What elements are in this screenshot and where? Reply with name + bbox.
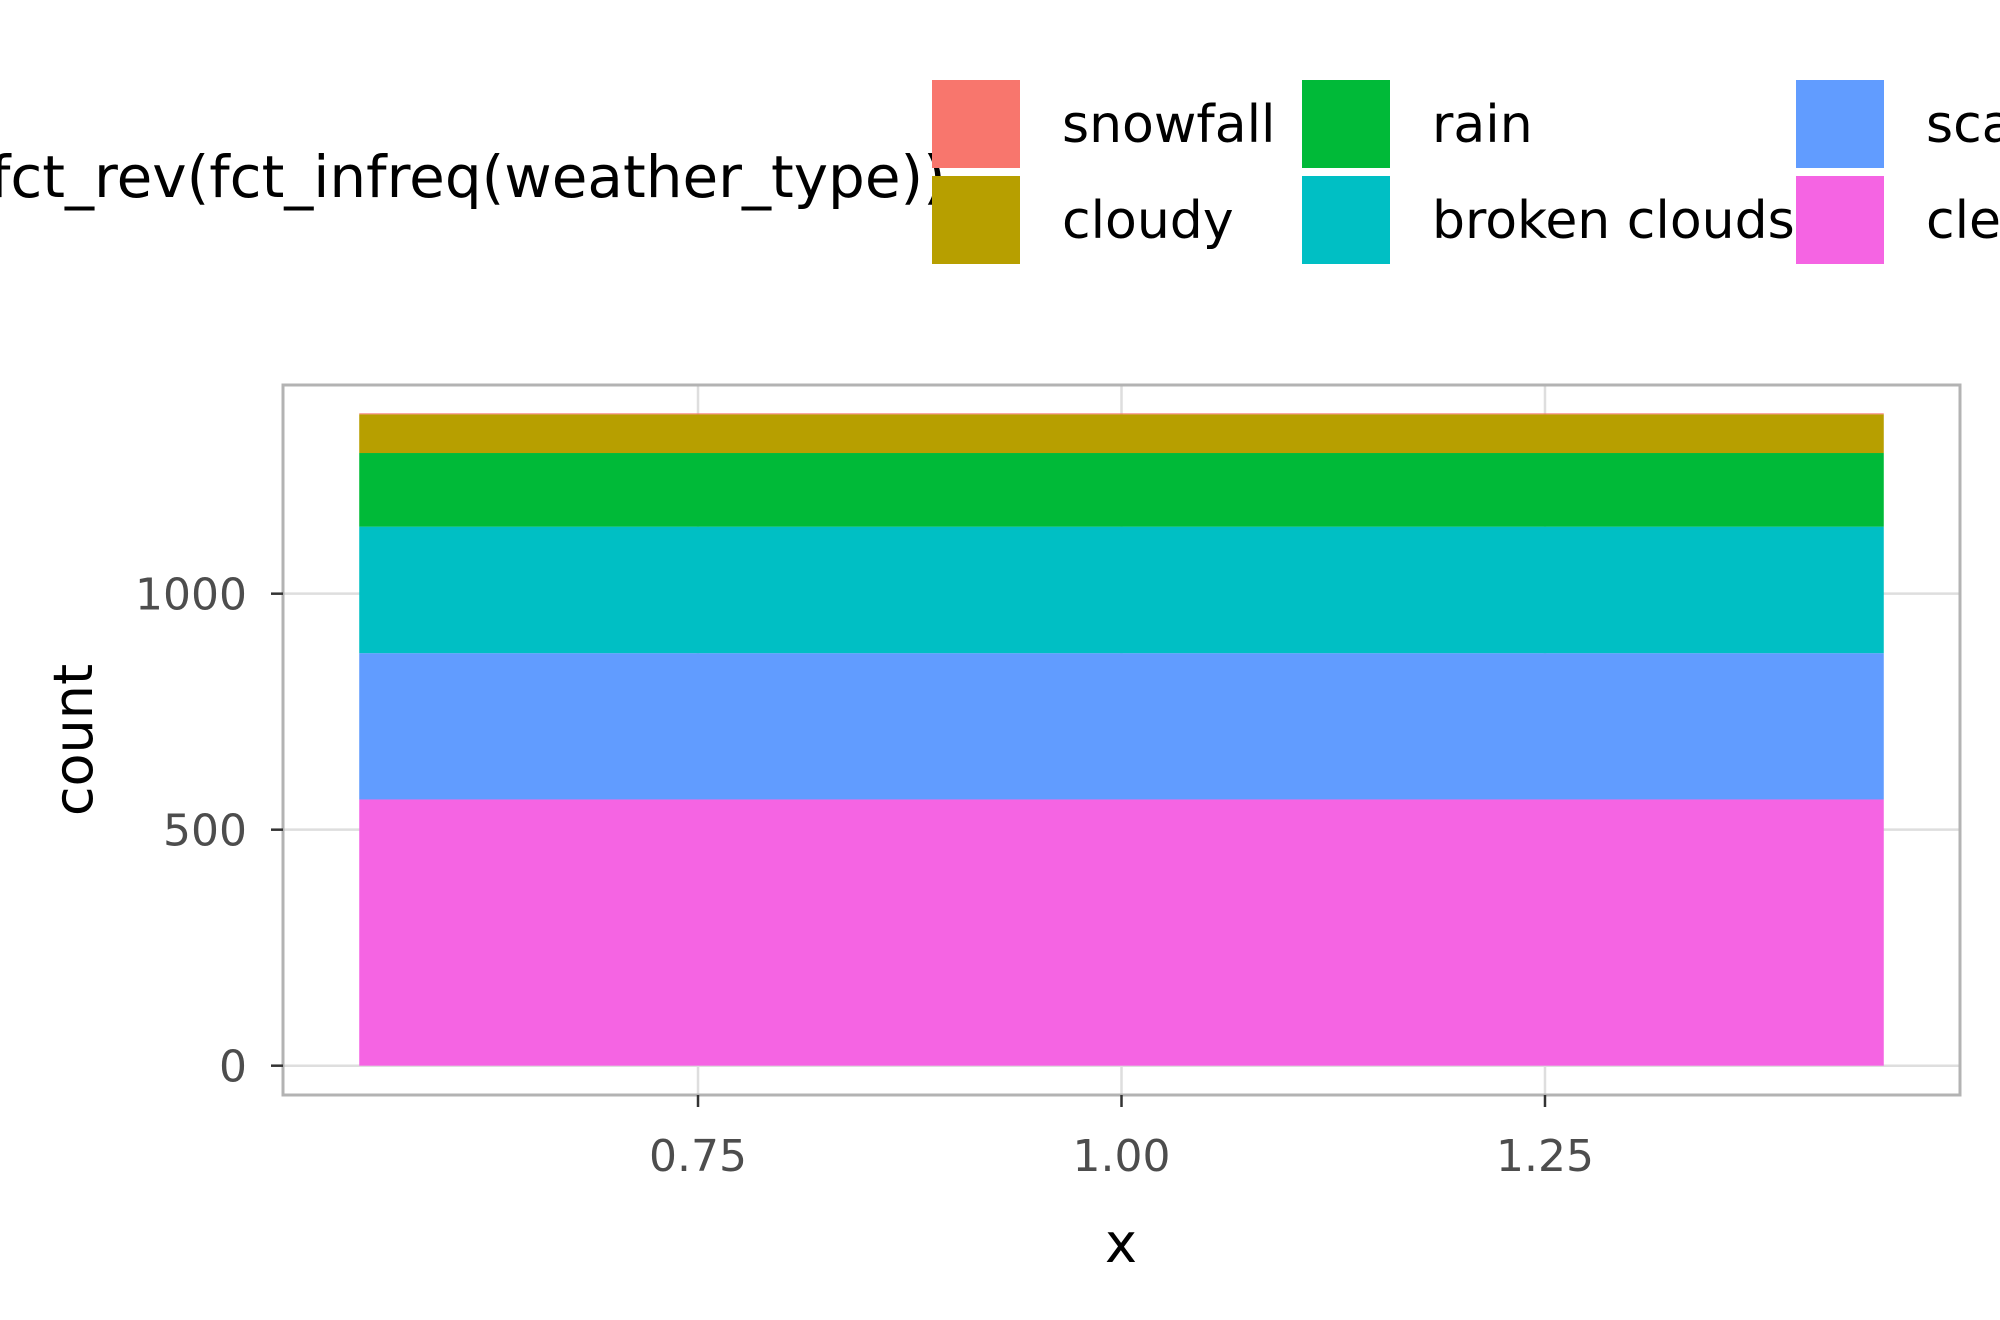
legend-title: fct_rev(fct_infreq(weather_type)) bbox=[0, 143, 946, 211]
bar-segment-snowfall bbox=[359, 413, 1884, 415]
legend-key-clear bbox=[1796, 176, 1884, 264]
plot-panel bbox=[281, 383, 1962, 1097]
legend-label-scattered-clouds: sca bbox=[1926, 95, 2000, 155]
legend-key-snowfall bbox=[932, 80, 1020, 168]
y-tick-label: 500 bbox=[163, 806, 247, 857]
x-tick-label: 0.75 bbox=[649, 1131, 747, 1182]
bar-segment-broken-clouds bbox=[359, 526, 1884, 654]
y-axis-title: count bbox=[42, 664, 105, 816]
bar-segment-clear bbox=[359, 799, 1884, 1066]
bar-segment-rain bbox=[359, 453, 1884, 527]
legend-label-cloudy: cloudy bbox=[1062, 191, 1234, 251]
legend-key-cloudy bbox=[932, 176, 1020, 264]
legend-key-rain bbox=[1302, 80, 1390, 168]
x-axis: 0.75 1.00 1.25 bbox=[649, 1095, 1594, 1182]
bar-segment-scattered-clouds bbox=[359, 653, 1884, 800]
x-tick-label: 1.00 bbox=[1073, 1131, 1171, 1182]
legend: fct_rev(fct_infreq(weather_type)) snowfa… bbox=[0, 80, 2000, 264]
y-tick-label: 1000 bbox=[135, 570, 247, 621]
y-tick-label: 0 bbox=[219, 1042, 247, 1093]
x-axis-title: x bbox=[1105, 1212, 1137, 1275]
legend-label-broken-clouds: broken clouds bbox=[1432, 191, 1795, 251]
legend-label-clear: clea bbox=[1926, 191, 2000, 251]
bar-stack bbox=[359, 413, 1884, 1066]
legend-label-rain: rain bbox=[1432, 95, 1533, 155]
x-tick-label: 1.25 bbox=[1496, 1131, 1594, 1182]
bar-segment-cloudy bbox=[359, 414, 1884, 454]
legend-key-broken-clouds bbox=[1302, 176, 1390, 264]
legend-label-snowfall: snowfall bbox=[1062, 95, 1275, 155]
legend-key-scattered-clouds bbox=[1796, 80, 1884, 168]
y-axis: 0 500 1000 bbox=[135, 570, 283, 1093]
